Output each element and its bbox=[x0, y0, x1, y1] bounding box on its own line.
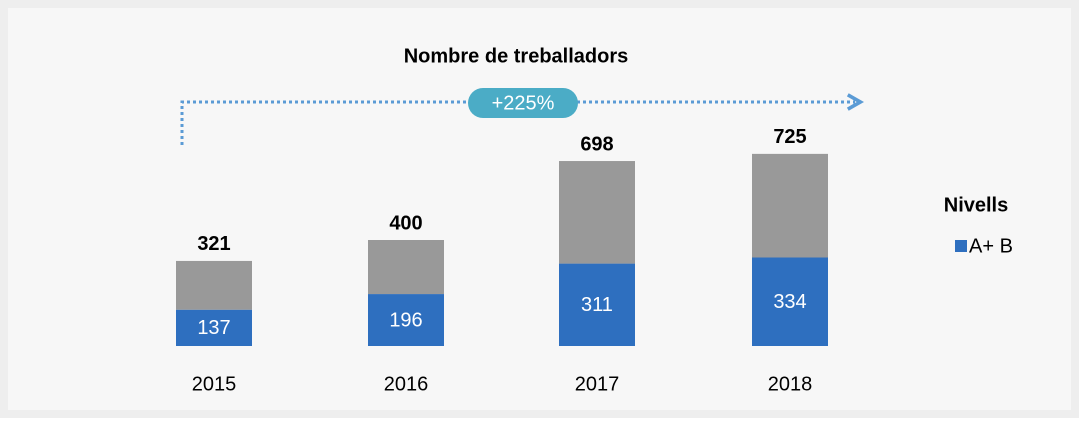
total-label: 321 bbox=[197, 233, 230, 255]
total-label: 400 bbox=[389, 212, 422, 234]
bar-segment bbox=[176, 260, 252, 310]
total-label: 698 bbox=[580, 133, 613, 155]
value-label: 196 bbox=[389, 309, 422, 331]
value-label: 334 bbox=[773, 291, 806, 313]
legend-label: A+ B bbox=[969, 235, 1013, 257]
bar-segment bbox=[368, 240, 444, 295]
legend-swatch bbox=[955, 240, 967, 252]
bar-segment bbox=[559, 161, 635, 264]
x-tick-label: 2015 bbox=[192, 373, 237, 395]
annotation-pill bbox=[468, 88, 578, 118]
x-tick-label: 2018 bbox=[768, 373, 813, 395]
x-tick-label: 2016 bbox=[384, 373, 429, 395]
bar-segment bbox=[752, 257, 828, 346]
chart-title: Nombre de treballadors bbox=[404, 45, 629, 67]
annotation: +225% bbox=[492, 92, 555, 114]
value-label: 137 bbox=[197, 317, 230, 339]
bar-segment bbox=[368, 294, 444, 346]
total-label: 725 bbox=[773, 126, 806, 148]
bar-segment bbox=[752, 153, 828, 258]
bar-segment bbox=[176, 309, 252, 346]
value-label: 311 bbox=[581, 294, 613, 316]
background bbox=[8, 8, 1071, 410]
legend-title: Nivells bbox=[944, 194, 1008, 216]
growth-arrow bbox=[180, 93, 865, 145]
bar-segment bbox=[559, 263, 635, 346]
x-tick-label: 2017 bbox=[575, 373, 620, 395]
